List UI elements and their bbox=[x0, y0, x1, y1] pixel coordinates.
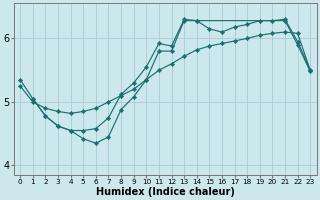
X-axis label: Humidex (Indice chaleur): Humidex (Indice chaleur) bbox=[96, 187, 235, 197]
